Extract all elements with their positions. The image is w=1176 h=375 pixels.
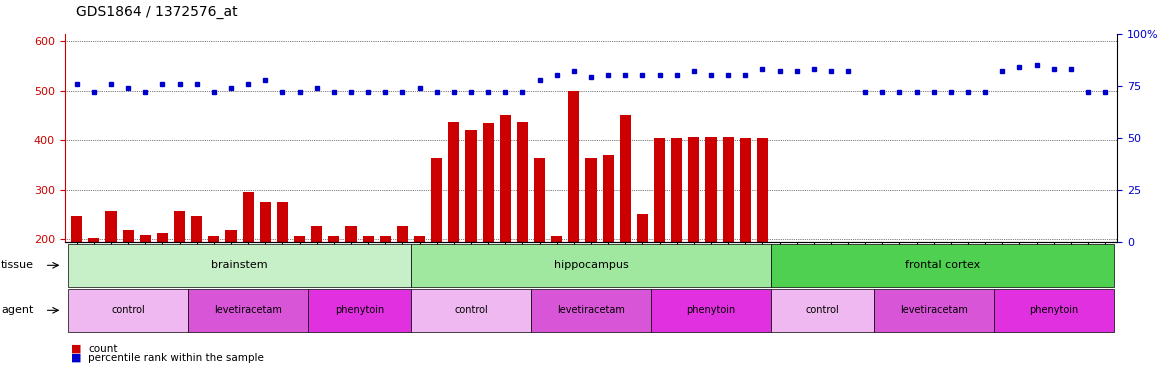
Bar	[448, 122, 460, 339]
Bar	[1100, 305, 1111, 339]
Bar	[432, 158, 442, 339]
Text: phenytoin: phenytoin	[687, 305, 735, 315]
Bar	[688, 137, 700, 339]
Text: brainstem: brainstem	[212, 260, 268, 270]
Bar	[706, 137, 716, 339]
Text: count: count	[88, 344, 118, 354]
Bar	[997, 307, 1008, 339]
Bar	[1031, 294, 1042, 339]
Bar	[636, 214, 648, 339]
Bar	[722, 137, 734, 339]
Bar	[791, 304, 802, 339]
Bar	[466, 130, 476, 339]
Text: levetiracetam: levetiracetam	[214, 305, 282, 315]
Text: control: control	[454, 305, 488, 315]
Bar	[826, 308, 836, 339]
Bar	[946, 308, 956, 339]
Bar	[192, 216, 202, 339]
Bar	[1082, 290, 1094, 339]
Bar	[260, 202, 270, 339]
Bar	[312, 225, 322, 339]
Bar	[328, 236, 340, 339]
Bar	[620, 114, 630, 339]
Bar	[894, 311, 906, 339]
Text: percentile rank within the sample: percentile rank within the sample	[88, 353, 265, 363]
Bar	[226, 231, 236, 339]
Text: ■: ■	[71, 344, 81, 354]
Bar	[106, 211, 116, 339]
Bar	[1048, 299, 1060, 339]
Bar	[534, 158, 546, 339]
Bar	[140, 236, 151, 339]
Bar	[1014, 291, 1025, 339]
Text: hippocampus: hippocampus	[554, 260, 628, 270]
Bar	[276, 202, 288, 339]
Bar	[602, 155, 614, 339]
Text: phenytoin: phenytoin	[1029, 305, 1078, 315]
Bar	[242, 192, 254, 339]
Bar	[122, 231, 134, 339]
Text: levetiracetam: levetiracetam	[557, 305, 624, 315]
Bar	[174, 211, 185, 339]
Text: levetiracetam: levetiracetam	[900, 305, 968, 315]
Bar	[654, 138, 666, 339]
Bar	[962, 310, 974, 339]
Bar	[88, 238, 100, 339]
Text: control: control	[112, 305, 145, 315]
Bar	[396, 225, 408, 339]
Bar	[516, 122, 528, 339]
Bar	[500, 114, 510, 339]
Text: ■: ■	[71, 353, 81, 363]
Bar	[414, 236, 425, 339]
Text: agent: agent	[1, 305, 34, 315]
Bar	[928, 313, 940, 339]
Text: control: control	[806, 305, 840, 315]
Bar	[757, 138, 768, 339]
Bar	[740, 138, 750, 339]
Bar	[774, 306, 786, 339]
Bar	[294, 236, 305, 339]
Bar	[980, 312, 990, 339]
Bar	[860, 310, 870, 339]
Bar	[877, 309, 888, 339]
Text: phenytoin: phenytoin	[335, 305, 385, 315]
Bar	[842, 302, 854, 339]
Bar	[568, 91, 580, 339]
Bar	[346, 225, 356, 339]
Bar	[208, 236, 220, 339]
Bar	[671, 138, 682, 339]
Text: GDS1864 / 1372576_at: GDS1864 / 1372576_at	[76, 5, 238, 19]
Bar	[362, 236, 374, 339]
Bar	[808, 302, 820, 339]
Text: frontal cortex: frontal cortex	[904, 260, 980, 270]
Text: tissue: tissue	[1, 260, 34, 270]
Bar	[911, 306, 922, 339]
Bar	[380, 236, 390, 339]
Bar	[482, 123, 494, 339]
Bar	[586, 158, 596, 339]
Bar	[71, 216, 82, 339]
Bar	[156, 233, 168, 339]
Bar	[552, 236, 562, 339]
Bar	[1065, 299, 1076, 339]
